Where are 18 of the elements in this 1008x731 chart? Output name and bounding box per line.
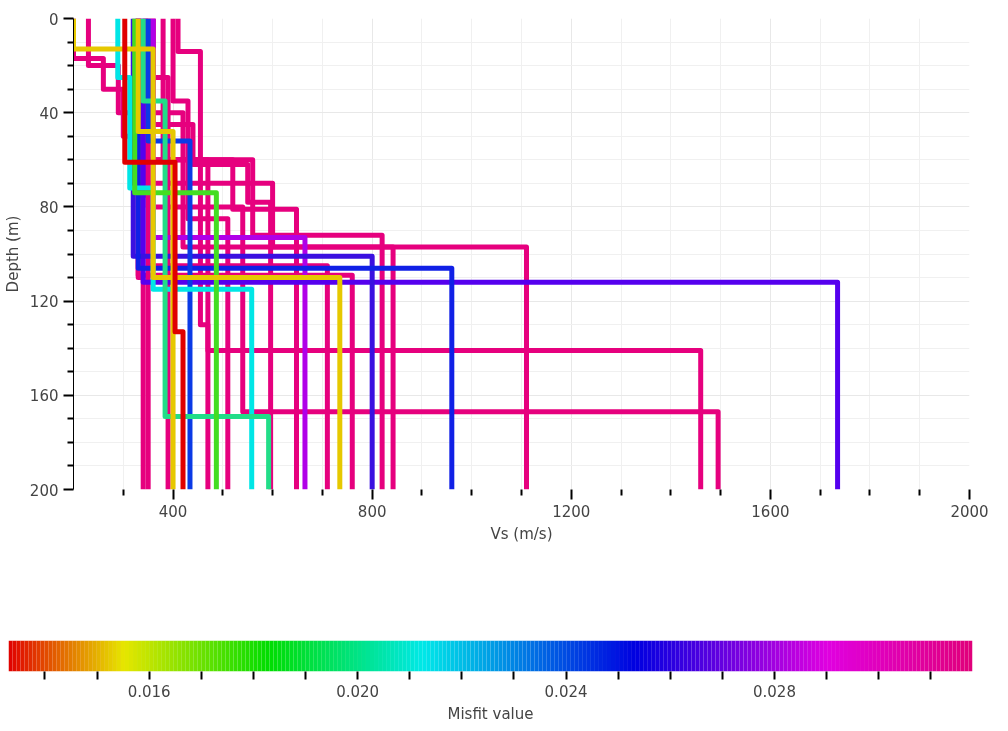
- y-tick-label: 80: [39, 198, 59, 217]
- color-bar-title: Misfit value: [447, 704, 534, 723]
- color-bar-label: 0.024: [544, 682, 588, 701]
- x-tick-label: 2000: [950, 502, 989, 521]
- y-tick-label: 200: [29, 481, 59, 500]
- color-bar-label: 0.016: [127, 682, 171, 701]
- y-tick-label: 160: [29, 387, 59, 406]
- y-tick-label: 40: [39, 104, 59, 123]
- y-tick-label: 0: [48, 10, 59, 29]
- x-tick-label: 1600: [751, 502, 790, 521]
- x-axis-title: Vs (m/s): [490, 524, 553, 543]
- color-bar-label: 0.020: [336, 682, 380, 701]
- x-tick-label: 800: [357, 502, 387, 521]
- y-tick-label: 120: [29, 293, 59, 312]
- x-tick-label: 1200: [552, 502, 591, 521]
- y-axis-title: Depth (m): [3, 215, 22, 293]
- color-bar-label: 0.028: [753, 682, 796, 701]
- x-tick-label: 400: [158, 502, 188, 521]
